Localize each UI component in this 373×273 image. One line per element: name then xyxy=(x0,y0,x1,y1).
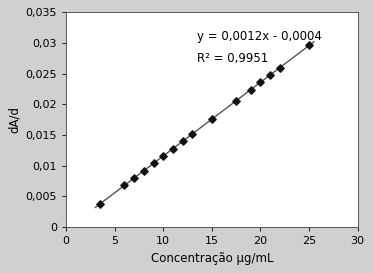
Point xyxy=(97,201,103,206)
Y-axis label: dA/d: dA/d xyxy=(8,106,21,133)
Point xyxy=(122,183,128,188)
Text: R² = 0,9951: R² = 0,9951 xyxy=(197,52,269,65)
Point xyxy=(189,132,195,136)
Point xyxy=(160,154,166,158)
Point xyxy=(306,43,312,48)
Point xyxy=(170,146,176,151)
Text: y = 0,0012x - 0,0004: y = 0,0012x - 0,0004 xyxy=(197,30,322,43)
Point xyxy=(180,139,186,143)
Point xyxy=(277,65,283,70)
Point xyxy=(131,176,137,180)
Point xyxy=(151,161,157,165)
Point xyxy=(141,168,147,173)
Point xyxy=(267,73,273,77)
Point xyxy=(233,99,239,103)
X-axis label: Concentração µg/mL: Concentração µg/mL xyxy=(151,252,273,265)
Point xyxy=(257,80,263,84)
Point xyxy=(248,87,254,92)
Point xyxy=(209,117,215,121)
